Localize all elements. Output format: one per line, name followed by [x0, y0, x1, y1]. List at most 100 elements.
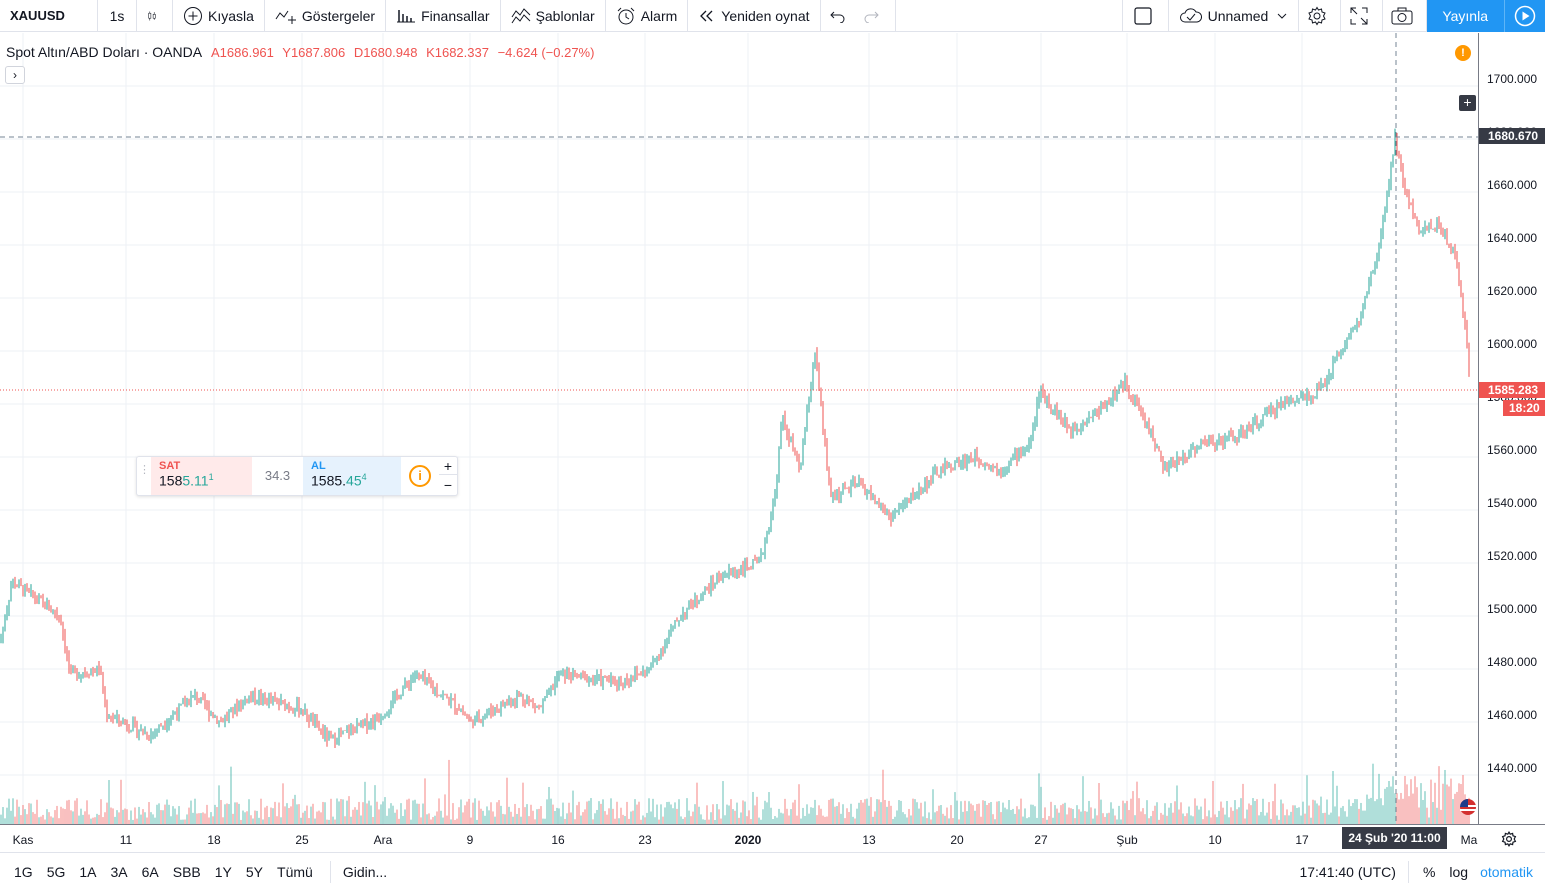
- buy-label: AL: [311, 460, 326, 472]
- time-tick: 27: [1034, 833, 1048, 847]
- compare-button[interactable]: Kıyasla: [173, 0, 265, 32]
- open-label: A: [210, 45, 220, 60]
- price-tick: 1700.000: [1487, 72, 1538, 86]
- divider: [1407, 861, 1409, 883]
- fullscreen-layout-button[interactable]: [1121, 0, 1169, 32]
- buy-price-fraction: 4: [361, 472, 367, 482]
- fullscreen-button[interactable]: [1341, 0, 1384, 32]
- log-toggle[interactable]: log: [1449, 864, 1469, 880]
- sell-price-fraction: 1: [208, 472, 214, 482]
- drag-handle-icon[interactable]: ⋮⋮: [139, 464, 161, 476]
- top-toolbar: XAUUSD 1s Kıyasla Göstergeler Finansalla…: [0, 0, 1545, 32]
- layout-name-button[interactable]: Unnamed: [1169, 0, 1300, 32]
- warning-icon[interactable]: !: [1455, 45, 1471, 61]
- alarm-button[interactable]: Alarm: [606, 0, 689, 32]
- buy-price-pips: 45: [346, 472, 362, 489]
- redo-button[interactable]: [858, 0, 896, 32]
- layout-name: Unnamed: [1207, 8, 1269, 24]
- financials-icon: [397, 9, 416, 22]
- interval-button[interactable]: 1s: [98, 0, 137, 32]
- goto-date-button[interactable]: Gidin...: [342, 863, 388, 880]
- price-chart[interactable]: [0, 33, 1478, 824]
- crosshair-time-label: 24 Şub '20 11:00: [1342, 827, 1447, 849]
- buy-price: 1585.454: [311, 472, 393, 489]
- buy-price-main: 1585.: [311, 472, 347, 489]
- chart-pane[interactable]: Spot Altın/ABD Doları · OANDA A1686.961 …: [0, 33, 1478, 824]
- range-button[interactable]: 1Y: [214, 863, 232, 880]
- templates-icon: [511, 7, 530, 23]
- financials-button[interactable]: Finansallar: [386, 0, 501, 32]
- square-icon: [1134, 7, 1152, 25]
- divider: [329, 860, 331, 883]
- high-label: Y: [282, 45, 291, 60]
- indicators-icon: [275, 10, 296, 24]
- indicators-button[interactable]: Göstergeler: [265, 0, 387, 32]
- undo-button[interactable]: [821, 0, 858, 32]
- time-tick: 17: [1295, 833, 1309, 847]
- play-button[interactable]: [1505, 0, 1545, 32]
- price-tick: 1460.000: [1487, 708, 1538, 722]
- spread-value: 34.3: [264, 468, 291, 483]
- price-scale[interactable]: 1700.0001680.0001660.0001640.0001620.000…: [1478, 33, 1545, 824]
- financials-label: Finansallar: [421, 7, 490, 24]
- price-tick: 1640.000: [1487, 231, 1538, 245]
- percent-toggle[interactable]: %: [1422, 864, 1436, 880]
- range-button[interactable]: Tümü: [277, 863, 313, 880]
- quantity-increase-button[interactable]: +: [439, 457, 457, 475]
- sell-button[interactable]: SAT 1585.111: [151, 457, 252, 495]
- price-tick: 1600.000: [1487, 337, 1538, 351]
- gear-icon[interactable]: [1501, 831, 1517, 847]
- range-button[interactable]: 5G: [46, 863, 66, 880]
- candles: [0, 128, 1470, 748]
- auto-scale-toggle[interactable]: otomatik: [1480, 864, 1533, 880]
- replay-button[interactable]: Yeniden oynat: [688, 0, 821, 32]
- bar-countdown-label: 18:20: [1503, 400, 1545, 416]
- range-button[interactable]: 6A: [141, 863, 159, 880]
- bottom-right-controls: 17:41:40 (UTC) % log otomatik: [1299, 853, 1545, 890]
- high-value: 1687.806: [290, 45, 346, 60]
- range-button[interactable]: SBB: [172, 863, 201, 880]
- quantity-decrease-button[interactable]: −: [443, 477, 453, 493]
- time-tick: 18: [207, 833, 221, 847]
- trade-widget: ⋮⋮ SAT 1585.111 34.3 AL 1585.454 i + −: [136, 456, 458, 496]
- price-tick: 1560.000: [1487, 443, 1538, 457]
- info-icon[interactable]: i: [409, 465, 431, 487]
- range-button[interactable]: 1G: [14, 863, 33, 880]
- settings-button[interactable]: [1299, 0, 1342, 32]
- templates-button[interactable]: Şablonlar: [501, 0, 606, 32]
- utc-clock[interactable]: 17:41:40 (UTC): [1299, 864, 1396, 880]
- publish-label: Yayınla: [1442, 8, 1488, 24]
- alarm-clock-icon: [617, 7, 635, 24]
- range-button[interactable]: 1A: [79, 863, 97, 880]
- us-flag-icon: [1460, 799, 1476, 815]
- chart-legend: Spot Altın/ABD Doları · OANDA A1686.961 …: [6, 44, 599, 60]
- time-tick: 11: [119, 833, 133, 847]
- cloud-icon: [1179, 8, 1202, 23]
- play-circle-icon: [1514, 5, 1536, 27]
- time-tick: Şub: [1116, 833, 1138, 847]
- rewind-icon: [700, 10, 713, 21]
- legend-collapse-button[interactable]: ›: [5, 66, 25, 84]
- range-button[interactable]: 3A: [110, 863, 128, 880]
- add-plus-icon[interactable]: +: [1459, 95, 1476, 111]
- screenshot-button[interactable]: [1383, 0, 1428, 32]
- price-tick: 1540.000: [1487, 496, 1538, 510]
- price-tick: 1620.000: [1487, 284, 1538, 298]
- symbol-search[interactable]: XAUUSD: [0, 0, 98, 32]
- change-value: −4.624 (−0.27%): [497, 45, 595, 60]
- publish-button[interactable]: Yayınla: [1427, 0, 1505, 32]
- low-value: 1680.948: [363, 45, 418, 60]
- range-button[interactable]: 5Y: [245, 863, 264, 880]
- chart-type-button[interactable]: [137, 0, 173, 32]
- time-tick: 13: [862, 833, 876, 847]
- symbol-name[interactable]: Spot Altın/ABD Doları · OANDA: [6, 44, 203, 60]
- undo-icon: [829, 11, 845, 23]
- time-tick: 23: [638, 833, 652, 847]
- time-scale[interactable]: Kas 11 18 25 Ara 9 16 23 2020 13 20 27 Şub 10 17 Ma 24 …: [0, 824, 1545, 852]
- sell-label: SAT: [159, 460, 181, 472]
- sell-price-main: 158: [159, 472, 183, 489]
- close-value: 1682.337: [434, 45, 489, 60]
- buy-button[interactable]: AL 1585.454: [303, 457, 401, 495]
- price-tick: 1500.000: [1487, 602, 1538, 616]
- time-tick: 16: [551, 833, 565, 847]
